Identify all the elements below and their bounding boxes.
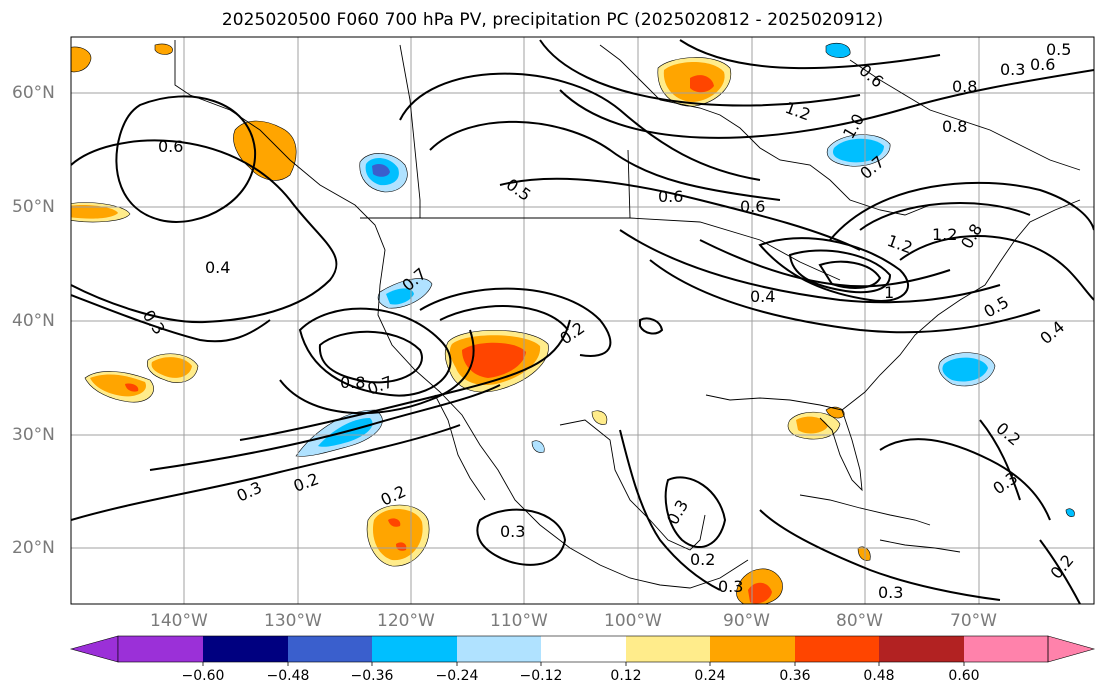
- colorbar-tick-label: 0.12: [610, 668, 642, 684]
- contour-label: 0.6: [658, 187, 683, 206]
- contour-label: 0.4: [1036, 317, 1068, 348]
- lon-label-120w: 120°W: [377, 611, 435, 631]
- contour-label: 0.6: [740, 197, 765, 216]
- contour-label: 0.8: [942, 117, 967, 136]
- colorbar-segment: [457, 636, 541, 662]
- lat-label-30n: 30°N: [12, 425, 55, 445]
- colorbar-tick-label: −0.24: [435, 668, 479, 684]
- lat-label-60n: 60°N: [12, 83, 55, 103]
- lat-label-50n: 50°N: [12, 197, 55, 217]
- colorbar-segment: [795, 636, 879, 662]
- contour-label: 0.6: [158, 137, 183, 156]
- contour-label: 0.8: [957, 220, 986, 252]
- colorbar-segment: [203, 636, 288, 662]
- lon-label-80w: 80°W: [836, 611, 883, 631]
- colorbar-segment: [879, 636, 964, 662]
- graticule: [71, 37, 1094, 604]
- colorbar-segment: [372, 636, 457, 662]
- lon-label-90w: 90°W: [723, 611, 770, 631]
- contour-label: 0.5: [981, 292, 1013, 321]
- precipitation-fills: [71, 42, 1075, 604]
- contour-label: 0.3: [663, 496, 692, 528]
- lon-label-110w: 110°W: [490, 611, 548, 631]
- contour-label: 1: [884, 283, 894, 302]
- lon-label-100w: 100°W: [604, 611, 662, 631]
- map-frame: [70, 36, 1095, 605]
- pv-contours: [71, 39, 1094, 604]
- contour-label: 0.2: [291, 469, 321, 496]
- contour-label: 0.3: [878, 583, 903, 602]
- lat-label-20n: 20°N: [12, 538, 55, 558]
- colorbar-segment: [288, 636, 372, 662]
- colorbar-tick-label: −0.12: [519, 668, 563, 684]
- lon-label-130w: 130°W: [264, 611, 322, 631]
- colorbar-segment: [964, 636, 1048, 662]
- colorbar-segment: [626, 636, 710, 662]
- contour-label: 0.4: [750, 287, 775, 306]
- contour-label: 0.3: [1000, 60, 1025, 79]
- contour-label: 0.8: [952, 77, 977, 96]
- colorbar-tick-label: 0.48: [863, 668, 895, 684]
- map-title: 2025020500 F060 700 hPa PV, precipitatio…: [221, 10, 884, 30]
- colorbar-segment: [541, 636, 626, 662]
- colorbar-segment: [118, 636, 203, 662]
- contour-label: 0.3: [500, 522, 525, 541]
- colorbar-tick-label: −0.60: [181, 668, 225, 684]
- precip-blob-bc-coast: [233, 120, 297, 181]
- contour-label: 0.3: [718, 577, 743, 596]
- colorbar: [69, 635, 1096, 666]
- contour-label: 0.5: [1046, 40, 1071, 59]
- contour-label: 0.3: [139, 306, 169, 338]
- colorbar-tick-label: −0.48: [266, 668, 310, 684]
- contour-label: 0.8: [340, 373, 365, 392]
- colorbar-extend-high: [1047, 635, 1096, 663]
- colorbar-extend-low: [69, 635, 119, 663]
- lon-label-70w: 70°W: [950, 611, 997, 631]
- colorbar-tick-label: 0.36: [779, 668, 811, 684]
- lat-label-40n: 40°N: [12, 311, 55, 331]
- lon-label-140w: 140°W: [150, 611, 208, 631]
- colorbar-tick-label: 0.24: [694, 668, 726, 684]
- contour-label: 1.2: [932, 225, 957, 244]
- colorbar-segment: [710, 636, 795, 662]
- contour-label: 0.6: [1030, 55, 1055, 74]
- colorbar-tick-label: 0.60: [948, 668, 980, 684]
- contour-label: 0.2: [690, 550, 715, 569]
- contour-label: 0.3: [989, 468, 1021, 498]
- colorbar-tick-label: −0.36: [350, 668, 394, 684]
- contour-label: 0.4: [205, 258, 230, 277]
